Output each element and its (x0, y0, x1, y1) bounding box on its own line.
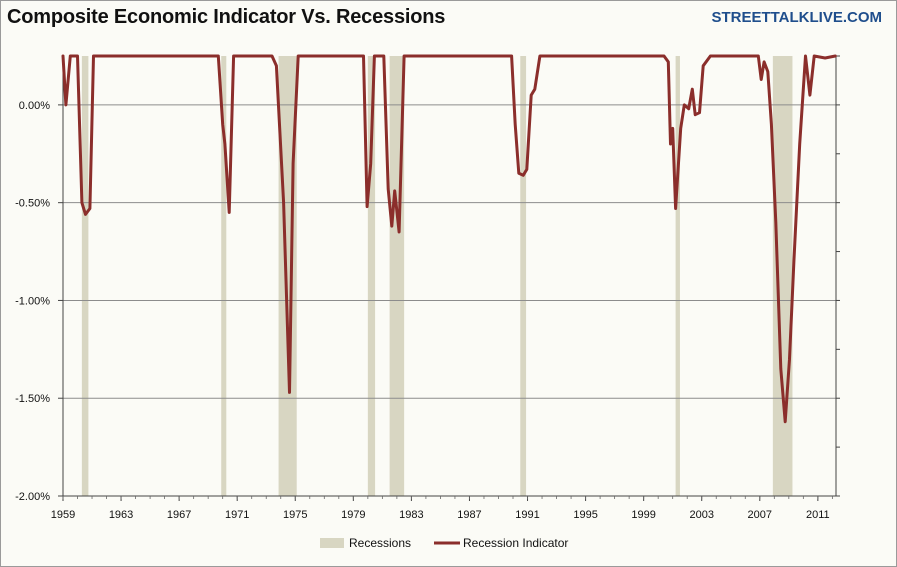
series-line-group (61, 54, 837, 424)
recession-bands (81, 56, 793, 496)
x-tick-label: 1991 (515, 509, 539, 521)
y-tick-label: -0.50% (15, 198, 50, 210)
x-tick-label: 1967 (167, 509, 191, 521)
legend-label-recessions: Recessions (349, 536, 411, 550)
x-tick-label: 1995 (573, 509, 597, 521)
recession-band (675, 56, 680, 496)
recession-band (772, 56, 793, 496)
x-tick-label: 2007 (748, 509, 772, 521)
y-tick-label: 0.00% (19, 100, 50, 112)
legend: Recessions Recession Indicator (320, 536, 568, 550)
brand-watermark: STREETTALKLIVE.COM (711, 9, 882, 26)
axes: 0.00% -0.50% -1.00% -1.50% -2.00%1959 1963 196… (15, 55, 840, 521)
recession-band (221, 56, 227, 496)
x-tick-label: 1959 (51, 509, 75, 521)
gridlines (63, 104, 836, 497)
legend-label-recession-indicator: Recession Indicator (463, 536, 568, 550)
y-tick-label: -1.50% (15, 393, 50, 405)
recession-band (367, 56, 376, 496)
y-tick-label: -1.00% (15, 295, 50, 307)
x-tick-label: 1975 (283, 509, 307, 521)
x-tick-label: 2003 (689, 509, 713, 521)
legend-swatch-recessions (320, 538, 344, 548)
x-tick-label: 1971 (225, 509, 249, 521)
x-tick-label: 1979 (341, 509, 365, 521)
x-tick-label: 2011 (806, 509, 830, 521)
recession-band (520, 56, 527, 496)
recession-band (81, 56, 89, 496)
series-line-recession-indicator (61, 54, 837, 424)
x-tick-label: 1987 (457, 509, 481, 521)
chart-title: Composite Economic Indicator Vs. Recessi… (7, 6, 446, 28)
y-tick-label: -2.00% (15, 491, 50, 503)
x-tick-label: 1999 (631, 509, 655, 521)
x-tick-label: 1983 (399, 509, 423, 521)
x-tick-label: 1963 (109, 509, 133, 521)
